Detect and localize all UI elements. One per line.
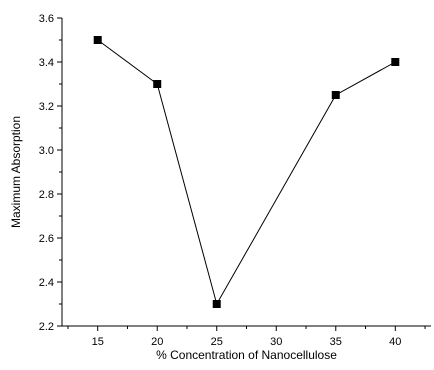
y-tick-label: 3.6: [39, 13, 54, 25]
x-axis-title: % Concentration of Nanocellulose: [156, 348, 337, 362]
data-point: [153, 80, 162, 88]
y-tick-label: 2.8: [39, 189, 54, 201]
y-tick-label: 3.0: [39, 145, 54, 157]
data-point: [93, 36, 102, 44]
x-tick-label: 15: [92, 336, 104, 348]
x-tick-label: 35: [330, 336, 342, 348]
plot-area: [93, 36, 400, 308]
series-line: [97, 39, 396, 306]
y-tick-label: 2.2: [39, 321, 54, 333]
y-tick-label: 3.4: [39, 57, 54, 69]
y-tick-label: 2.4: [39, 277, 54, 289]
x-tick-label: 25: [211, 336, 223, 348]
data-point: [391, 58, 400, 66]
y-axis-title: Maximum Absorption: [9, 116, 23, 228]
y-tick-label: 2.6: [39, 233, 54, 245]
x-tick-label: 30: [270, 336, 282, 348]
data-point: [212, 300, 221, 308]
x-axis-ticks: 15 20 25 30 35 40: [67, 326, 426, 348]
data-point: [331, 91, 340, 99]
y-axis-ticks: 2.2 2.4 2.6 2.8 3.0 3.2 3.4 3.6: [39, 13, 62, 333]
y-tick-label: 3.2: [39, 101, 54, 113]
x-tick-label: 20: [151, 336, 163, 348]
x-tick-label: 40: [389, 336, 401, 348]
